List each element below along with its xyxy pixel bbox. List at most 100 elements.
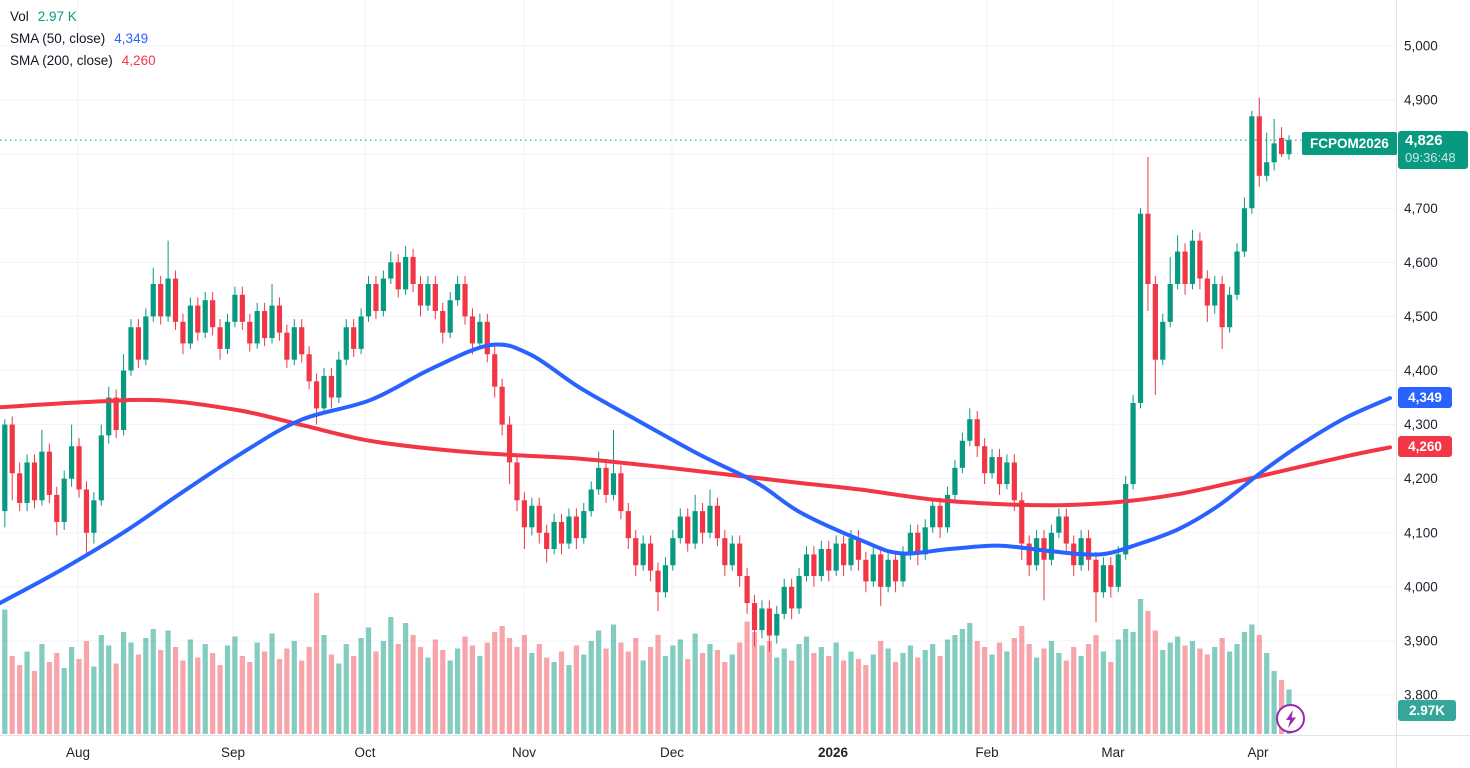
candle-body bbox=[1063, 516, 1069, 544]
candle-body bbox=[707, 505, 713, 533]
candle-body bbox=[989, 457, 995, 474]
candle-body bbox=[714, 505, 721, 539]
volume-bar bbox=[900, 653, 906, 734]
volume-bar bbox=[759, 645, 765, 734]
indicator-legend: Vol 2.97 K SMA (50, close) 4,349 SMA (20… bbox=[10, 5, 156, 71]
volume-bar bbox=[150, 629, 156, 734]
candle-body bbox=[61, 478, 67, 522]
candle-body bbox=[863, 559, 869, 582]
volume-bar bbox=[907, 645, 914, 734]
candle-body bbox=[1204, 278, 1210, 306]
volume-bar bbox=[633, 638, 639, 734]
volume-bar bbox=[239, 656, 245, 734]
volume-bar bbox=[811, 653, 817, 734]
volume-bar bbox=[796, 644, 802, 734]
volume-bar bbox=[789, 660, 795, 734]
candle-body bbox=[440, 311, 446, 333]
volume-bar bbox=[477, 656, 483, 734]
volume-bar bbox=[98, 635, 104, 734]
candle-body bbox=[892, 559, 899, 582]
candle-body bbox=[1093, 559, 1099, 593]
legend-sma50-row[interactable]: SMA (50, close) 4,349 bbox=[10, 27, 156, 49]
candle-body bbox=[685, 516, 691, 544]
candle-body bbox=[1278, 137, 1285, 155]
candle-body bbox=[351, 327, 357, 349]
volume-bar bbox=[195, 657, 201, 734]
candle-body bbox=[447, 300, 453, 333]
candle-body bbox=[699, 511, 706, 533]
candle-body bbox=[262, 311, 268, 339]
sma200-label: SMA (200, close) bbox=[10, 52, 113, 68]
candle-body bbox=[796, 576, 802, 609]
time-tick-label: 2026 bbox=[818, 745, 849, 760]
candle-body bbox=[1085, 538, 1092, 560]
legend-sma200-row[interactable]: SMA (200, close) 4,260 bbox=[10, 49, 156, 71]
volume-bar bbox=[1226, 651, 1233, 734]
candle-body bbox=[640, 543, 646, 566]
volume-bar bbox=[536, 644, 542, 734]
candle-body bbox=[143, 316, 149, 360]
volume-bar bbox=[670, 645, 676, 734]
volume-bar bbox=[24, 651, 30, 734]
candle-body bbox=[306, 354, 312, 382]
price-tick-label: 4,200 bbox=[1404, 471, 1438, 486]
candle-body bbox=[1100, 565, 1107, 593]
volume-bar bbox=[766, 641, 772, 734]
candle-body bbox=[648, 543, 654, 571]
candle-body bbox=[1048, 532, 1055, 560]
lightning-bolt-icon bbox=[1285, 709, 1296, 728]
candle-body bbox=[521, 500, 528, 528]
volume-bar bbox=[551, 662, 557, 734]
volume-bar bbox=[848, 651, 854, 734]
candle-body bbox=[662, 565, 669, 593]
volume-bar bbox=[1219, 638, 1225, 734]
volume-bar bbox=[870, 654, 876, 734]
volume-bar bbox=[172, 647, 179, 734]
candle-body bbox=[900, 554, 906, 582]
candle-body bbox=[1115, 554, 1121, 587]
sma200-value: 4,260 bbox=[121, 52, 156, 68]
candle-body bbox=[1256, 116, 1262, 176]
candle-body bbox=[766, 608, 772, 636]
candle-body bbox=[692, 511, 698, 544]
candle-body bbox=[1123, 484, 1129, 555]
volume-bar bbox=[1093, 635, 1099, 734]
candle-body bbox=[1197, 240, 1203, 279]
candle-body bbox=[336, 359, 342, 398]
candle-body bbox=[128, 327, 134, 371]
volume-bar bbox=[1019, 626, 1025, 734]
volume-bar bbox=[1145, 611, 1151, 734]
volume-bar bbox=[9, 656, 15, 734]
volume-bar bbox=[388, 617, 394, 734]
volume-bar bbox=[83, 641, 90, 734]
volume-bar bbox=[1137, 599, 1144, 734]
time-tick-label: Mar bbox=[1101, 745, 1125, 760]
candle-body bbox=[83, 489, 90, 533]
candle-body bbox=[1212, 283, 1218, 306]
volume-bar bbox=[462, 636, 468, 734]
volume-bar bbox=[1175, 636, 1181, 734]
volume-bar bbox=[1108, 662, 1114, 734]
candle-body bbox=[974, 419, 980, 447]
price-tick-label: 4,100 bbox=[1404, 525, 1438, 540]
volume-bar bbox=[217, 665, 223, 734]
volume-bar bbox=[840, 660, 847, 734]
candle-body bbox=[588, 489, 594, 512]
volume-bar bbox=[39, 644, 45, 734]
volume-bar bbox=[982, 647, 988, 734]
volume-bar bbox=[165, 630, 171, 734]
legend-volume-row[interactable]: Vol 2.97 K bbox=[10, 5, 156, 27]
volume-bar bbox=[1123, 629, 1129, 734]
volume-bar bbox=[432, 639, 438, 734]
candle-body bbox=[135, 327, 142, 360]
instant-trading-icon[interactable] bbox=[1276, 704, 1305, 733]
volume-bar bbox=[299, 660, 305, 734]
candle-body bbox=[158, 283, 164, 317]
time-tick-label: Oct bbox=[354, 745, 375, 760]
candle-body bbox=[870, 554, 876, 582]
volume-bar bbox=[492, 632, 498, 734]
volume-bar bbox=[1085, 644, 1092, 734]
candle-body bbox=[967, 419, 973, 441]
volume-bar bbox=[276, 659, 283, 734]
